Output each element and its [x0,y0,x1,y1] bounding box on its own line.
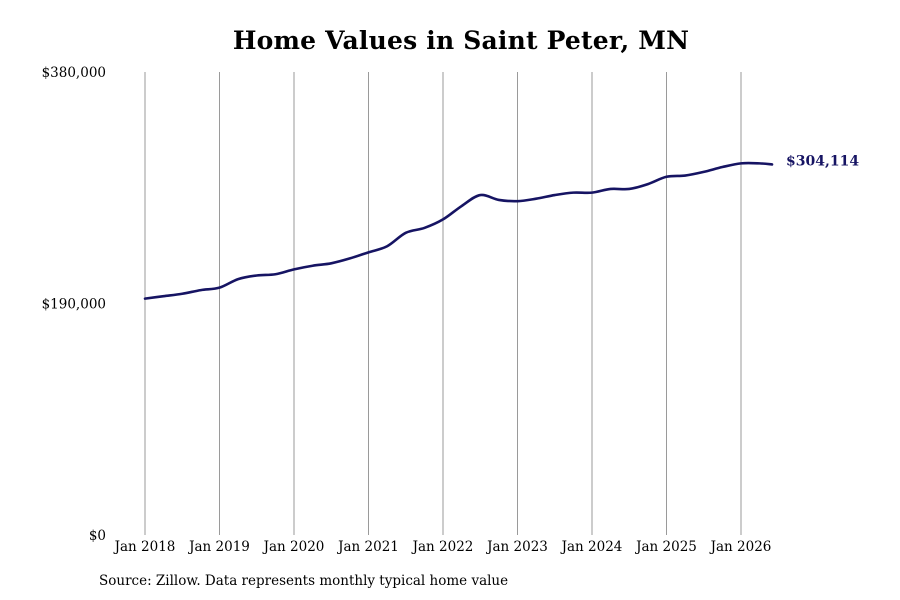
x-tick-label: Jan 2018 [113,539,176,555]
chart-title: Home Values in Saint Peter, MN [232,26,690,55]
series-line [143,161,774,300]
x-tick-label: Jan 2019 [187,539,250,555]
y-tick-label: $0 [89,528,106,544]
x-tick-label: Jan 2022 [411,539,474,555]
source-note: Source: Zillow. Data represents monthly … [99,573,509,589]
x-tick-label: Jan 2024 [560,539,623,555]
end-value-label: $304,114 [786,153,859,169]
x-tick-label: Jan 2023 [485,539,548,555]
x-tick-label: Jan 2021 [336,539,399,555]
x-tick-label: Jan 2020 [262,539,325,555]
y-tick-label: $190,000 [42,297,106,313]
x-tick-label: Jan 2026 [709,539,772,555]
x-tick-label: Jan 2025 [634,539,697,555]
y-tick-label: $380,000 [42,65,106,81]
